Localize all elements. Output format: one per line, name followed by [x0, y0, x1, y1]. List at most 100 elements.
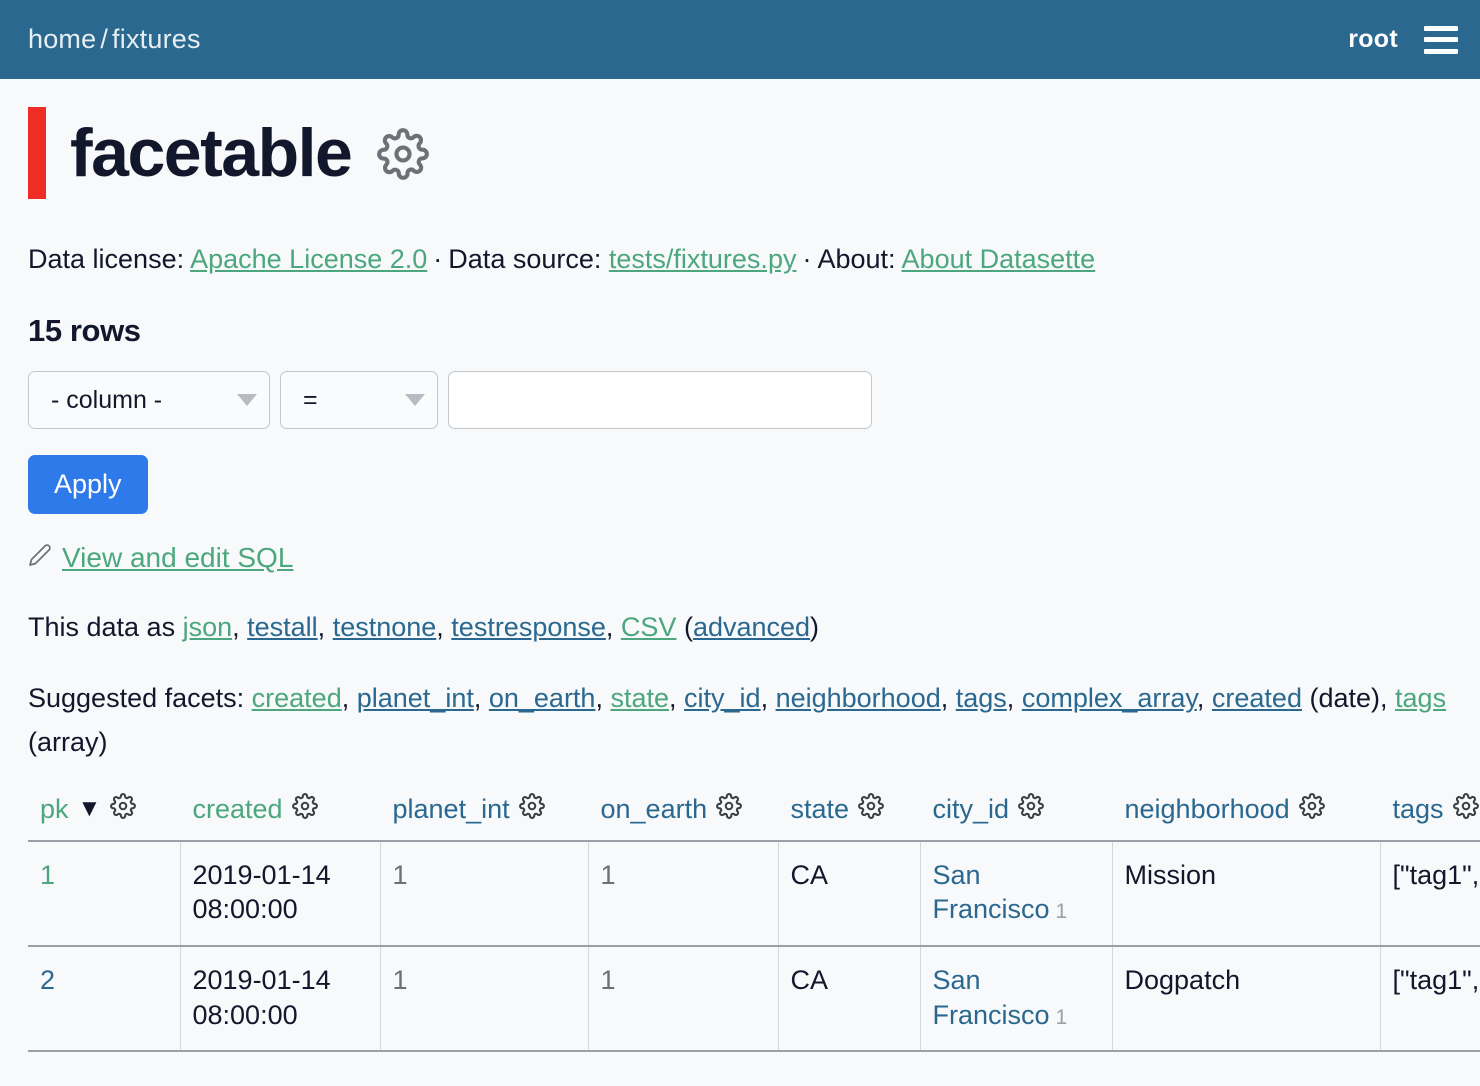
- gear-icon[interactable]: [716, 792, 743, 826]
- gear-icon[interactable]: [377, 127, 430, 185]
- gear-icon[interactable]: [110, 792, 137, 826]
- column-sort-link-neighborhood[interactable]: neighborhood: [1124, 793, 1290, 824]
- filter-value-input[interactable]: [448, 371, 872, 430]
- sort-descending-icon[interactable]: ▼: [77, 795, 102, 823]
- row-count-heading: 15 rows: [28, 313, 141, 349]
- export-link-testresponse[interactable]: testresponse: [451, 612, 606, 643]
- gear-icon[interactable]: [1452, 792, 1479, 826]
- cell-neighborhood: Mission: [1112, 840, 1381, 948]
- data-source-label: Data source:: [448, 244, 602, 274]
- column-sort-link-pk[interactable]: pk: [40, 793, 69, 824]
- hamburger-menu-icon[interactable]: [1424, 25, 1458, 54]
- column-sort-link-tags[interactable]: tags: [1392, 793, 1444, 824]
- gear-icon[interactable]: [1298, 792, 1325, 826]
- breadcrumb-fixtures-link[interactable]: fixtures: [112, 24, 201, 54]
- cell-created: 2019-01-14 08:00:00: [180, 946, 381, 1053]
- facet-link-created[interactable]: created: [1211, 683, 1302, 714]
- cell-pk: 2: [28, 946, 181, 1053]
- city-id-raw-value: 1: [1055, 900, 1068, 924]
- filter-operator-select-value: =: [303, 385, 318, 414]
- metadata-separator-2: ·: [802, 244, 812, 274]
- metadata-line: Data license: Apache License 2.0 · Data so…: [28, 241, 1452, 277]
- cell-on-earth: 1: [588, 946, 779, 1053]
- column-sort-link-planet_int[interactable]: planet_int: [392, 793, 510, 824]
- city-link[interactable]: San Francisco: [932, 859, 1050, 925]
- table-scroll-container[interactable]: pk ▼ created planet_int on_earth state city_id…: [28, 792, 1480, 1053]
- about-label: About:: [817, 244, 896, 274]
- chevron-down-icon: [405, 394, 425, 407]
- page-title-row: facetable: [28, 107, 1452, 199]
- data-table: pk ▼ created planet_int on_earth state city_id…: [28, 792, 1480, 1053]
- column-header-city_id: city_id: [920, 792, 1112, 842]
- facet-link-city_id[interactable]: city_id: [684, 683, 761, 714]
- page-title: facetable: [70, 115, 353, 191]
- cell-state: CA: [778, 840, 921, 948]
- facet-link-planet_int[interactable]: planet_int: [356, 683, 474, 714]
- top-bar-right-group: root: [1348, 25, 1458, 54]
- gear-icon[interactable]: [518, 792, 545, 826]
- table-row: 1 2019-01-14 08:00:00 1 1 CA San Francisco 1 Mi…: [28, 840, 1480, 948]
- breadcrumb-home-link[interactable]: home: [28, 24, 97, 54]
- export-link-advanced[interactable]: advanced: [692, 612, 811, 643]
- cell-pk: 1: [28, 840, 181, 948]
- column-header-created: created: [180, 792, 380, 842]
- facet-link-on_earth[interactable]: on_earth: [488, 683, 596, 714]
- gear-icon[interactable]: [1018, 792, 1044, 826]
- gear-icon[interactable]: [858, 792, 884, 826]
- view-edit-sql-link[interactable]: View and edit SQL: [62, 542, 294, 574]
- column-sort-link-city_id[interactable]: city_id: [932, 793, 1010, 824]
- column-header-planet_int: planet_int: [380, 792, 588, 842]
- row-pk-link[interactable]: 1: [40, 859, 56, 890]
- column-sort-link-on_earth[interactable]: on_earth: [600, 793, 708, 824]
- facet-link-tags[interactable]: tags: [1395, 683, 1447, 714]
- filter-row: - column - =: [28, 371, 1452, 430]
- column-sort-link-created[interactable]: created: [192, 793, 283, 824]
- gear-icon[interactable]: [291, 792, 318, 826]
- export-link-testall[interactable]: testall: [247, 612, 318, 643]
- facet-link-tags[interactable]: tags: [955, 683, 1007, 714]
- top-navigation-bar: home / fixtures root: [0, 0, 1480, 79]
- column-header-neighborhood: neighborhood: [1112, 792, 1380, 842]
- facet-link-created[interactable]: created: [251, 683, 342, 714]
- filter-column-select-value: - column -: [51, 385, 163, 414]
- city-id-raw-value: 1: [1055, 1005, 1068, 1029]
- planet-int-value: 1: [392, 859, 408, 890]
- facet-link-state[interactable]: state: [610, 683, 670, 714]
- filter-operator-select[interactable]: =: [280, 371, 438, 430]
- planet-int-value: 1: [392, 965, 408, 995]
- chevron-down-icon: [237, 394, 257, 407]
- apply-button[interactable]: Apply: [28, 455, 148, 515]
- suggested-facets-group: created, planet_int, on_earth, state, ci…: [28, 683, 1447, 758]
- filter-column-select[interactable]: - column -: [28, 371, 270, 430]
- column-sort-link-state[interactable]: state: [790, 793, 850, 824]
- view-edit-sql-row: View and edit SQL: [28, 542, 1452, 574]
- on-earth-value: 1: [600, 859, 616, 890]
- current-user-label[interactable]: root: [1348, 25, 1398, 53]
- export-link-json[interactable]: json: [182, 612, 233, 643]
- cell-city-id: San Francisco 1: [920, 946, 1113, 1053]
- cell-tags: ["tag1", "tag2"]: [1380, 840, 1480, 948]
- facet-link-complex_array[interactable]: complex_array: [1021, 683, 1197, 714]
- cell-state: CA: [778, 946, 921, 1053]
- on-earth-value: 1: [600, 965, 616, 995]
- about-datasette-link[interactable]: About Datasette: [901, 244, 1096, 274]
- suggested-facets-prefix: Suggested facets:: [28, 683, 252, 714]
- cell-planet-int: 1: [380, 840, 589, 948]
- data-license-link[interactable]: Apache License 2.0: [190, 244, 428, 274]
- column-header-tags: tags: [1380, 792, 1480, 842]
- column-header-state: state: [778, 792, 920, 842]
- table-row: 2 2019-01-14 08:00:00 1 1 CA San Francisco 1 Do…: [28, 946, 1480, 1053]
- pencil-icon: [28, 542, 52, 574]
- data-source-link[interactable]: tests/fixtures.py: [608, 244, 797, 274]
- cell-on-earth: 1: [588, 840, 779, 948]
- row-pk-link[interactable]: 2: [40, 965, 56, 995]
- export-links-line: This data as json, testall, testnone, te…: [28, 612, 1452, 643]
- city-link[interactable]: San Francisco: [932, 965, 1050, 1030]
- table-body: 1 2019-01-14 08:00:00 1 1 CA San Francisco 1 Mi…: [28, 840, 1480, 1053]
- export-link-testnone[interactable]: testnone: [332, 612, 437, 643]
- export-link-csv[interactable]: CSV: [620, 612, 677, 643]
- column-header-pk: pk ▼: [28, 792, 180, 842]
- column-header-on_earth: on_earth: [588, 792, 778, 842]
- title-accent-bar: [28, 107, 46, 199]
- facet-link-neighborhood[interactable]: neighborhood: [775, 683, 941, 714]
